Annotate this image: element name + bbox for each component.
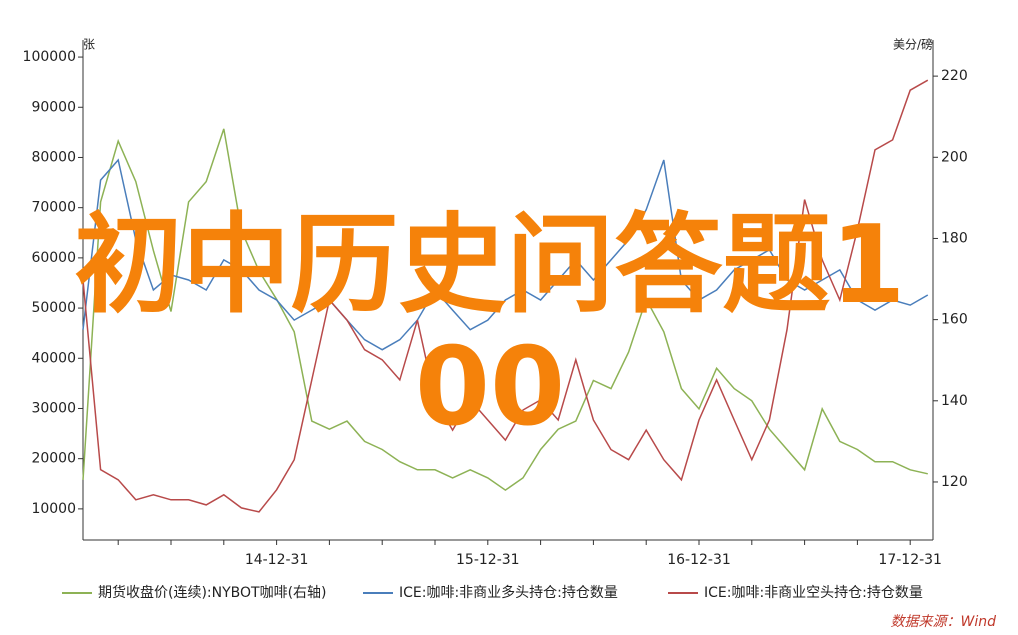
y-tick-label: 70000 [31,200,76,216]
x-tick-label: 16-12-31 [667,552,731,568]
x-tick-label: 15-12-31 [456,552,520,568]
y2-tick-label: 180 [941,230,968,246]
y2-tick-label: 220 [941,68,968,84]
legend-label: ICE:咖啡:非商业多头持仓:持仓数量 [399,584,618,601]
y-tick-label: 60000 [31,250,76,266]
y-axis-unit: 张 [83,38,95,52]
y-tick-label: 90000 [31,99,76,115]
y-tick-label: 40000 [31,350,76,366]
y2-axis-unit: 美分/磅 [893,37,933,52]
y2-tick-label: 160 [941,312,968,328]
y-tick-label: 20000 [31,451,76,467]
x-tick-label: 14-12-31 [245,552,309,568]
series-line [82,79,929,513]
y2-tick-label: 140 [941,393,968,409]
legend-label: ICE:咖啡:非商业空头持仓:持仓数量 [704,585,923,601]
y-tick-label: 30000 [31,400,76,416]
y-tick-label: 80000 [31,149,76,165]
legend-label: 期货收盘价(连续):NYBOT咖啡(右轴) [98,584,327,601]
y-tick-label: 10000 [31,501,76,517]
y2-tick-label: 200 [941,149,968,165]
source-note: 数据来源：Wind [890,614,997,630]
series-line [82,128,928,492]
y2-tick-label: 120 [941,474,968,490]
series-line [82,158,929,351]
y-tick-label: 100000 [23,49,76,65]
x-tick-label: 17-12-31 [878,552,942,568]
y-tick-label: 50000 [31,300,76,316]
overlay-title: 初中历史问答题100 [74,203,906,450]
